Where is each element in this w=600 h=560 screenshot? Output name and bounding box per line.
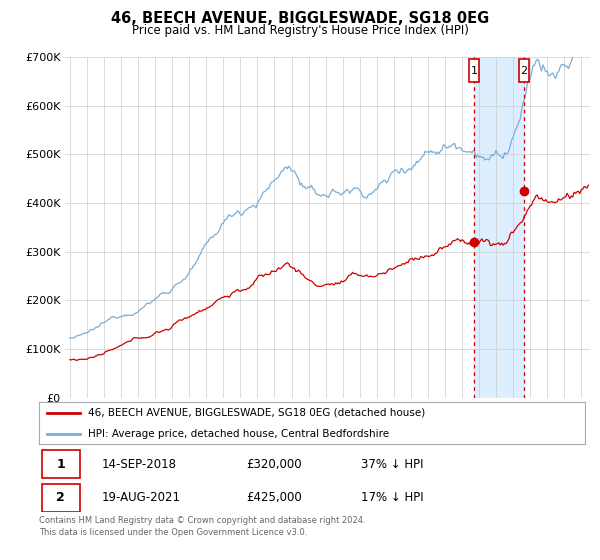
Text: 46, BEECH AVENUE, BIGGLESWADE, SG18 0EG (detached house): 46, BEECH AVENUE, BIGGLESWADE, SG18 0EG … — [88, 408, 425, 418]
Text: Price paid vs. HM Land Registry's House Price Index (HPI): Price paid vs. HM Land Registry's House … — [131, 24, 469, 36]
Text: 1: 1 — [470, 66, 478, 76]
Text: 2: 2 — [520, 66, 527, 76]
Text: 1: 1 — [56, 458, 65, 470]
Text: 19-AUG-2021: 19-AUG-2021 — [102, 491, 181, 505]
Text: 14-SEP-2018: 14-SEP-2018 — [102, 458, 177, 470]
Text: 37% ↓ HPI: 37% ↓ HPI — [361, 458, 424, 470]
Text: 17% ↓ HPI: 17% ↓ HPI — [361, 491, 424, 505]
Text: 2: 2 — [56, 491, 65, 505]
Text: £425,000: £425,000 — [247, 491, 302, 505]
Text: £320,000: £320,000 — [247, 458, 302, 470]
Text: 46, BEECH AVENUE, BIGGLESWADE, SG18 0EG: 46, BEECH AVENUE, BIGGLESWADE, SG18 0EG — [111, 11, 489, 26]
Bar — [469, 59, 479, 82]
Bar — [474, 57, 524, 398]
FancyBboxPatch shape — [42, 450, 80, 478]
Bar — [519, 59, 529, 82]
FancyBboxPatch shape — [42, 484, 80, 512]
Text: Contains HM Land Registry data © Crown copyright and database right 2024.
This d: Contains HM Land Registry data © Crown c… — [39, 516, 365, 537]
Text: HPI: Average price, detached house, Central Bedfordshire: HPI: Average price, detached house, Cent… — [88, 429, 389, 439]
